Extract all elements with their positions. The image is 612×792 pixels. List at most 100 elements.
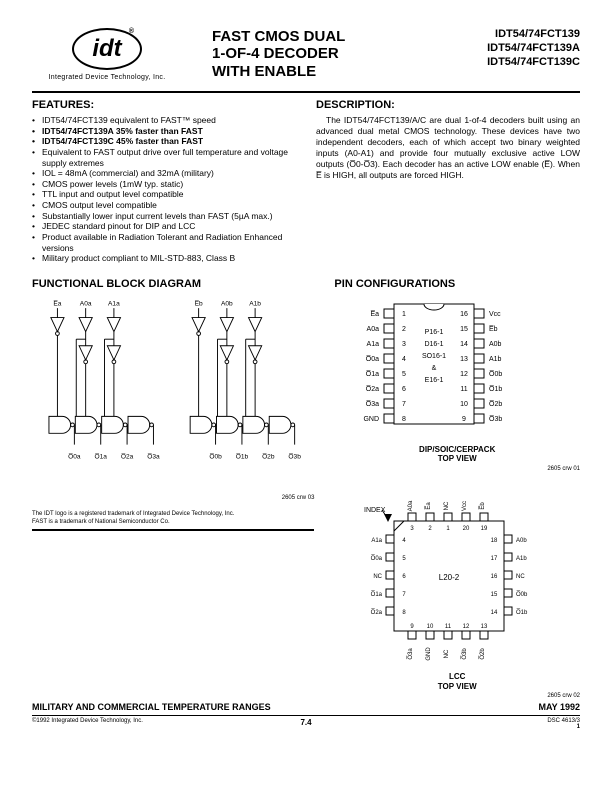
svg-text:O̅1a: O̅1a	[366, 370, 380, 378]
title-line-3: WITH ENABLE	[212, 63, 316, 80]
svg-text:E16-1: E16-1	[425, 377, 444, 384]
svg-text:O̅2a: O̅2a	[371, 609, 383, 616]
feature-item: JEDEC standard pinout for DIP and LCC	[32, 221, 296, 232]
description-heading: DESCRIPTION:	[316, 99, 580, 111]
description-col: DESCRIPTION: The IDT54/74FCT139/A/C are …	[316, 99, 580, 264]
svg-text:O̅2b: O̅2b	[479, 648, 486, 660]
svg-text:E̅b: E̅b	[489, 325, 498, 333]
feature-item: Product available in Radiation Tolerant …	[32, 232, 296, 253]
svg-text:17: 17	[491, 556, 498, 562]
feature-item: Equivalent to FAST output drive over ful…	[32, 147, 296, 168]
svg-text:O̅2a: O̅2a	[366, 385, 380, 393]
feature-item: CMOS power levels (1mW typ. static)	[32, 179, 296, 190]
svg-text:6: 6	[402, 386, 406, 393]
trademark-line-1: The IDT logo is a registered trademark o…	[32, 511, 314, 518]
mil-range-row: MILITARY AND COMMERCIAL TEMPERATURE RANG…	[32, 702, 580, 716]
dip-code: 2605 crw 01	[334, 466, 580, 472]
mil-right: MAY 1992	[538, 702, 580, 712]
svg-text:O̅0b: O̅0b	[516, 591, 528, 598]
svg-text:19: 19	[481, 526, 488, 532]
footer-page: 7.4	[215, 718, 398, 730]
doc-title: FAST CMOS DUAL 1-OF-4 DECODER WITH ENABL…	[212, 28, 457, 80]
svg-text:NC: NC	[374, 574, 383, 580]
svg-text:A0b: A0b	[489, 341, 502, 348]
part-1: IDT54/74FCT139A	[487, 42, 580, 56]
part-numbers: IDT54/74FCT139 IDT54/74FCT139A IDT54/74F…	[487, 28, 580, 69]
mil-left: MILITARY AND COMMERCIAL TEMPERATURE RANG…	[32, 702, 271, 712]
svg-text:O̅1b: O̅1b	[236, 453, 249, 461]
svg-text:20: 20	[463, 526, 470, 532]
svg-text:O̅2b: O̅2b	[489, 400, 503, 408]
svg-text:Vcc: Vcc	[462, 501, 468, 511]
svg-text:D16-1: D16-1	[425, 341, 444, 348]
fbd-heading: FUNCTIONAL BLOCK DIAGRAM	[32, 278, 314, 290]
svg-text:16: 16	[461, 311, 469, 318]
svg-text:11: 11	[445, 624, 452, 630]
title-block: FAST CMOS DUAL 1-OF-4 DECODER WITH ENABL…	[182, 28, 487, 80]
features-list: IDT54/74FCT139 equivalent to FAST™ speed…	[32, 115, 296, 264]
svg-text:O̅0a: O̅0a	[366, 355, 380, 363]
feature-item: IDT54/74FCT139C 45% faster than FAST	[32, 136, 296, 147]
trademark-block: The IDT logo is a registered trademark o…	[32, 511, 314, 530]
svg-text:10: 10	[461, 401, 469, 408]
svg-text:8: 8	[402, 416, 406, 423]
svg-text:O̅0a: O̅0a	[68, 453, 81, 461]
svg-text:5: 5	[402, 371, 406, 378]
svg-text:1: 1	[402, 311, 406, 318]
footer-copyright: ©1992 Integrated Device Technology, Inc.	[32, 718, 215, 730]
footer-row: ©1992 Integrated Device Technology, Inc.…	[32, 718, 580, 730]
lcc-package-diagram: INDEX L20-2 A0a3 E̅a2 NC1 Vcc20 E̅b19 A1…	[334, 486, 554, 666]
svg-text:2: 2	[402, 326, 406, 333]
svg-text:O̅3b: O̅3b	[461, 648, 468, 660]
svg-text:GND: GND	[426, 647, 432, 661]
svg-text:O̅0b: O̅0b	[209, 453, 222, 461]
lcc-code: 2605 crw 02	[334, 693, 580, 699]
pinconf-heading: PIN CONFIGURATIONS	[334, 278, 580, 290]
svg-text:13: 13	[461, 356, 469, 363]
svg-text:NC: NC	[444, 501, 450, 510]
footer-dsc: DSC 4613/3	[547, 718, 580, 724]
dip-caption-2: TOP VIEW	[438, 454, 477, 463]
svg-text:&: &	[432, 365, 437, 372]
dip-package-diagram: E̅a1 A0a2 A1a3 O̅0a4 O̅1a5 O̅2a6 O̅3a7 G…	[334, 294, 534, 439]
logo-block: idt Integrated Device Technology, Inc.	[32, 28, 182, 81]
diagrams-row: FUNCTIONAL BLOCK DIAGRAM	[32, 278, 580, 699]
svg-text:O̅1a: O̅1a	[371, 591, 383, 598]
svg-text:GND: GND	[364, 416, 380, 423]
functional-block-diagram: E̅a A0a A1a E̅b A0b A1b O̅0a O̅1a O̅2a O…	[32, 294, 314, 492]
feature-item: CMOS output level compatible	[32, 200, 296, 211]
svg-text:O̅0a: O̅0a	[371, 555, 383, 562]
feature-item: IDT54/74FCT139A 35% faster than FAST	[32, 126, 296, 137]
part-2: IDT54/74FCT139C	[487, 56, 580, 70]
lcc-caption-1: LCC	[449, 672, 465, 681]
svg-text:12: 12	[461, 371, 469, 378]
svg-text:4: 4	[402, 356, 406, 363]
svg-text:16: 16	[491, 574, 498, 580]
svg-text:O̅3a: O̅3a	[366, 400, 380, 408]
svg-text:O̅2b: O̅2b	[262, 453, 275, 461]
svg-text:10: 10	[427, 624, 434, 630]
lcc-block: INDEX L20-2 A0a3 E̅a2 NC1 Vcc20 E̅b19 A1…	[334, 486, 580, 699]
feature-item: Military product compliant to MIL-STD-88…	[32, 253, 296, 264]
svg-text:A0a: A0a	[408, 500, 414, 511]
lcc-caption-2: TOP VIEW	[438, 682, 477, 691]
svg-text:11: 11	[461, 386, 468, 393]
svg-text:E̅a: E̅a	[370, 310, 379, 318]
svg-text:O̅1b: O̅1b	[489, 385, 503, 393]
svg-text:7: 7	[402, 401, 406, 408]
fbd-code: 2605 crw 03	[32, 495, 314, 501]
feature-item: IOL = 48mA (commercial) and 32mA (milita…	[32, 168, 296, 179]
header: idt Integrated Device Technology, Inc. F…	[32, 28, 580, 93]
svg-text:15: 15	[491, 592, 498, 598]
feature-item: TTL input and output level compatible	[32, 189, 296, 200]
idt-logo: idt	[72, 28, 142, 70]
footer-num: 1	[577, 724, 580, 730]
svg-text:O̅0b: O̅0b	[489, 370, 503, 378]
svg-text:A1b: A1b	[516, 556, 527, 562]
svg-text:A1a: A1a	[108, 300, 120, 307]
svg-text:E̅b: E̅b	[479, 502, 486, 510]
fbd-col: FUNCTIONAL BLOCK DIAGRAM	[32, 278, 314, 699]
svg-text:A0a: A0a	[367, 326, 380, 333]
svg-text:12: 12	[463, 624, 470, 630]
title-line-1: FAST CMOS DUAL	[212, 28, 345, 45]
